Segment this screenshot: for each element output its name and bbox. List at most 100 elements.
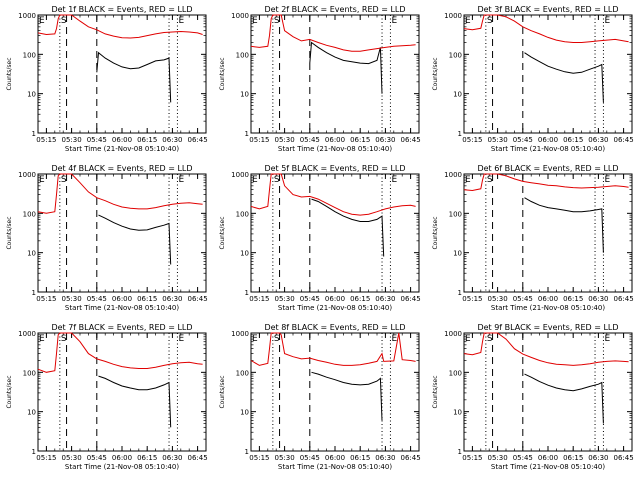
x-tick-label: 05:45 [87,295,107,303]
interval-marker-label: E [252,334,258,344]
x-tick-label: 06:45 [401,136,421,144]
x-tick-label: 06:15 [350,295,370,303]
detector-panel: Det 5f BLACK = Events, RED = LLD Counts/s… [219,164,421,312]
y-tick-label: 1000 [444,330,462,338]
interval-marker-label: E [39,334,45,344]
chart-title: Det 8f BLACK = Events, RED = LLD [264,323,405,332]
x-tick-label: 06:15 [137,136,157,144]
y-tick-label: 1000 [18,330,36,338]
interval-marker-label: E [391,334,397,344]
y-tick-label: 100 [236,51,249,59]
detector-panel: Det 8f BLACK = Events, RED = LLD Counts/s… [219,323,421,471]
interval-marker-label: E [252,175,258,185]
detector-panel: Det 7f BLACK = Events, RED = LLD Counts/s… [6,323,208,471]
detector-panel: Det 4f BLACK = Events, RED = LLD Counts/s… [6,164,208,312]
events-series-line [309,41,383,94]
x-tick-label: 05:30 [488,454,508,462]
events-series-line [98,214,172,265]
interval-marker-label: E [39,175,45,185]
x-tick-label: 06:45 [188,136,208,144]
x-tick-label: 06:15 [350,454,370,462]
detector-panel: Det 3f BLACK = Events, RED = LLD Counts/s… [432,5,634,153]
y-tick-label: 10 [453,91,462,99]
chart-title: Det 6f BLACK = Events, RED = LLD [477,164,618,173]
y-tick-label: 1 [245,130,249,138]
x-tick-label: 05:30 [62,295,82,303]
interval-marker-label: E [604,16,610,26]
x-tick-label: 06:45 [188,295,208,303]
x-tick-label: 06:45 [614,295,634,303]
x-axis-label: Start Time (21-Nov-08 05:10:40) [278,463,392,471]
y-tick-label: 1000 [231,12,249,20]
chart-title: Det 4f BLACK = Events, RED = LLD [51,164,192,173]
x-tick-label: 06:15 [137,295,157,303]
x-tick-label: 05:45 [300,136,320,144]
x-tick-label: 05:15 [462,454,482,462]
interval-marker-label: E [604,334,610,344]
interval-marker-label: S [274,175,280,185]
lld-series-line [463,14,629,43]
chart-title: Det 7f BLACK = Events, RED = LLD [51,323,192,332]
y-tick-label: 10 [27,409,36,417]
x-tick-label: 06:30 [375,295,395,303]
interval-marker-label: E [465,175,471,185]
y-tick-label: 1000 [231,330,249,338]
x-tick-label: 06:00 [538,454,558,462]
x-tick-label: 06:30 [162,454,182,462]
interval-marker-label: E [178,16,184,26]
y-tick-label: 1000 [18,171,36,179]
x-tick-label: 06:45 [401,295,421,303]
x-tick-label: 06:30 [162,295,182,303]
x-tick-label: 05:30 [275,454,295,462]
x-tick-label: 06:45 [614,454,634,462]
y-tick-label: 100 [449,369,462,377]
events-series-line [524,52,604,103]
y-tick-label: 10 [240,250,249,258]
x-tick-label: 05:30 [62,136,82,144]
x-tick-label: 06:45 [614,136,634,144]
y-tick-label: 1 [32,289,36,297]
chart-title: Det 9f BLACK = Events, RED = LLD [477,323,618,332]
y-axis-label: Counts/sec [432,375,439,408]
x-axis-label: Start Time (21-Nov-08 05:10:40) [65,145,179,153]
y-tick-label: 1 [458,130,462,138]
y-tick-label: 10 [240,91,249,99]
x-tick-label: 06:00 [325,454,345,462]
x-tick-label: 06:00 [325,295,345,303]
x-tick-label: 06:30 [588,454,608,462]
x-axis-label: Start Time (21-Nov-08 05:10:40) [278,145,392,153]
x-tick-label: 06:00 [112,136,132,144]
plot-frame [463,332,633,452]
chart-title: Det 5f BLACK = Events, RED = LLD [264,164,405,173]
interval-marker-label: S [61,16,67,26]
events-series-line [98,375,172,428]
x-tick-label: 05:45 [513,454,533,462]
y-tick-label: 100 [23,369,36,377]
x-axis-label: Start Time (21-Nov-08 05:10:40) [65,463,179,471]
detector-panel: Det 2f BLACK = Events, RED = LLD Counts/s… [219,5,421,153]
events-series-line [311,198,385,257]
x-tick-label: 05:45 [513,136,533,144]
chart-title: Det 1f BLACK = Events, RED = LLD [51,5,192,14]
interval-marker-label: E [391,175,397,185]
x-tick-label: 06:15 [563,136,583,144]
x-tick-label: 06:15 [137,454,157,462]
x-tick-label: 06:00 [538,136,558,144]
interval-marker-label: E [178,334,184,344]
detector-panel: Det 6f BLACK = Events, RED = LLD Counts/s… [432,164,634,312]
lld-series-line [250,332,416,366]
x-tick-label: 06:00 [112,454,132,462]
interval-marker-label: S [487,175,493,185]
chart-title: Det 2f BLACK = Events, RED = LLD [264,5,405,14]
interval-marker-label: E [178,175,184,185]
events-series-line [96,51,172,103]
y-axis-label: Counts/sec [219,375,226,408]
plot-frame [37,173,207,293]
interval-marker-label: E [465,16,471,26]
x-axis-label: Start Time (21-Nov-08 05:10:40) [491,463,605,471]
x-tick-label: 05:15 [249,295,269,303]
y-axis-label: Counts/sec [6,216,13,249]
y-tick-label: 1000 [444,12,462,20]
x-tick-label: 05:15 [36,295,56,303]
